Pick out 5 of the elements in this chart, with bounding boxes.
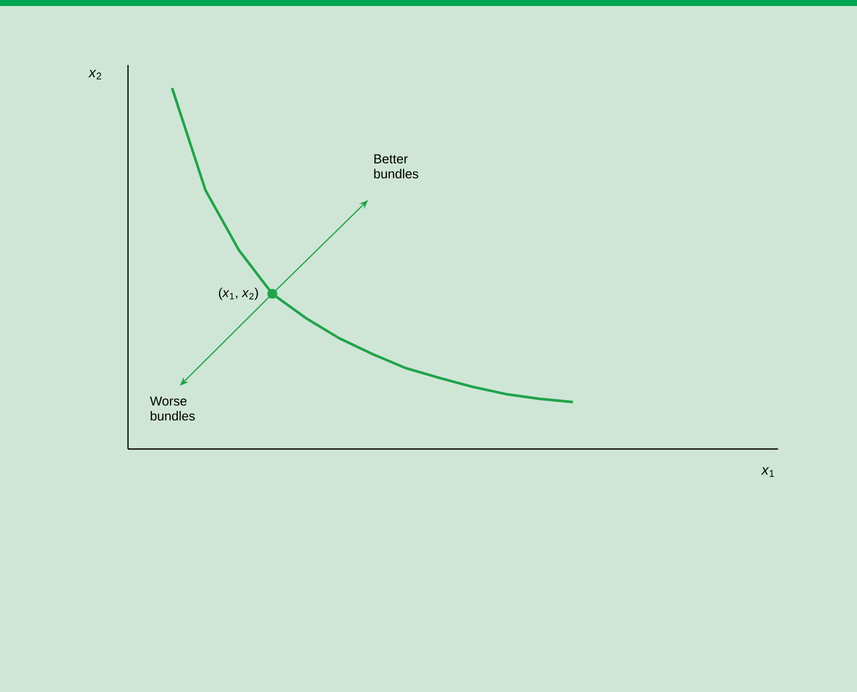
annotation: Better bundles xyxy=(374,154,418,178)
annotation: Worse bundles xyxy=(150,396,195,421)
text: x$_{1}$ xyxy=(761,467,774,477)
y-axis-title: x$_{2}$ xyxy=(88,70,102,80)
annotation: (x$_{1}$, x$_{2}$) xyxy=(218,288,258,300)
